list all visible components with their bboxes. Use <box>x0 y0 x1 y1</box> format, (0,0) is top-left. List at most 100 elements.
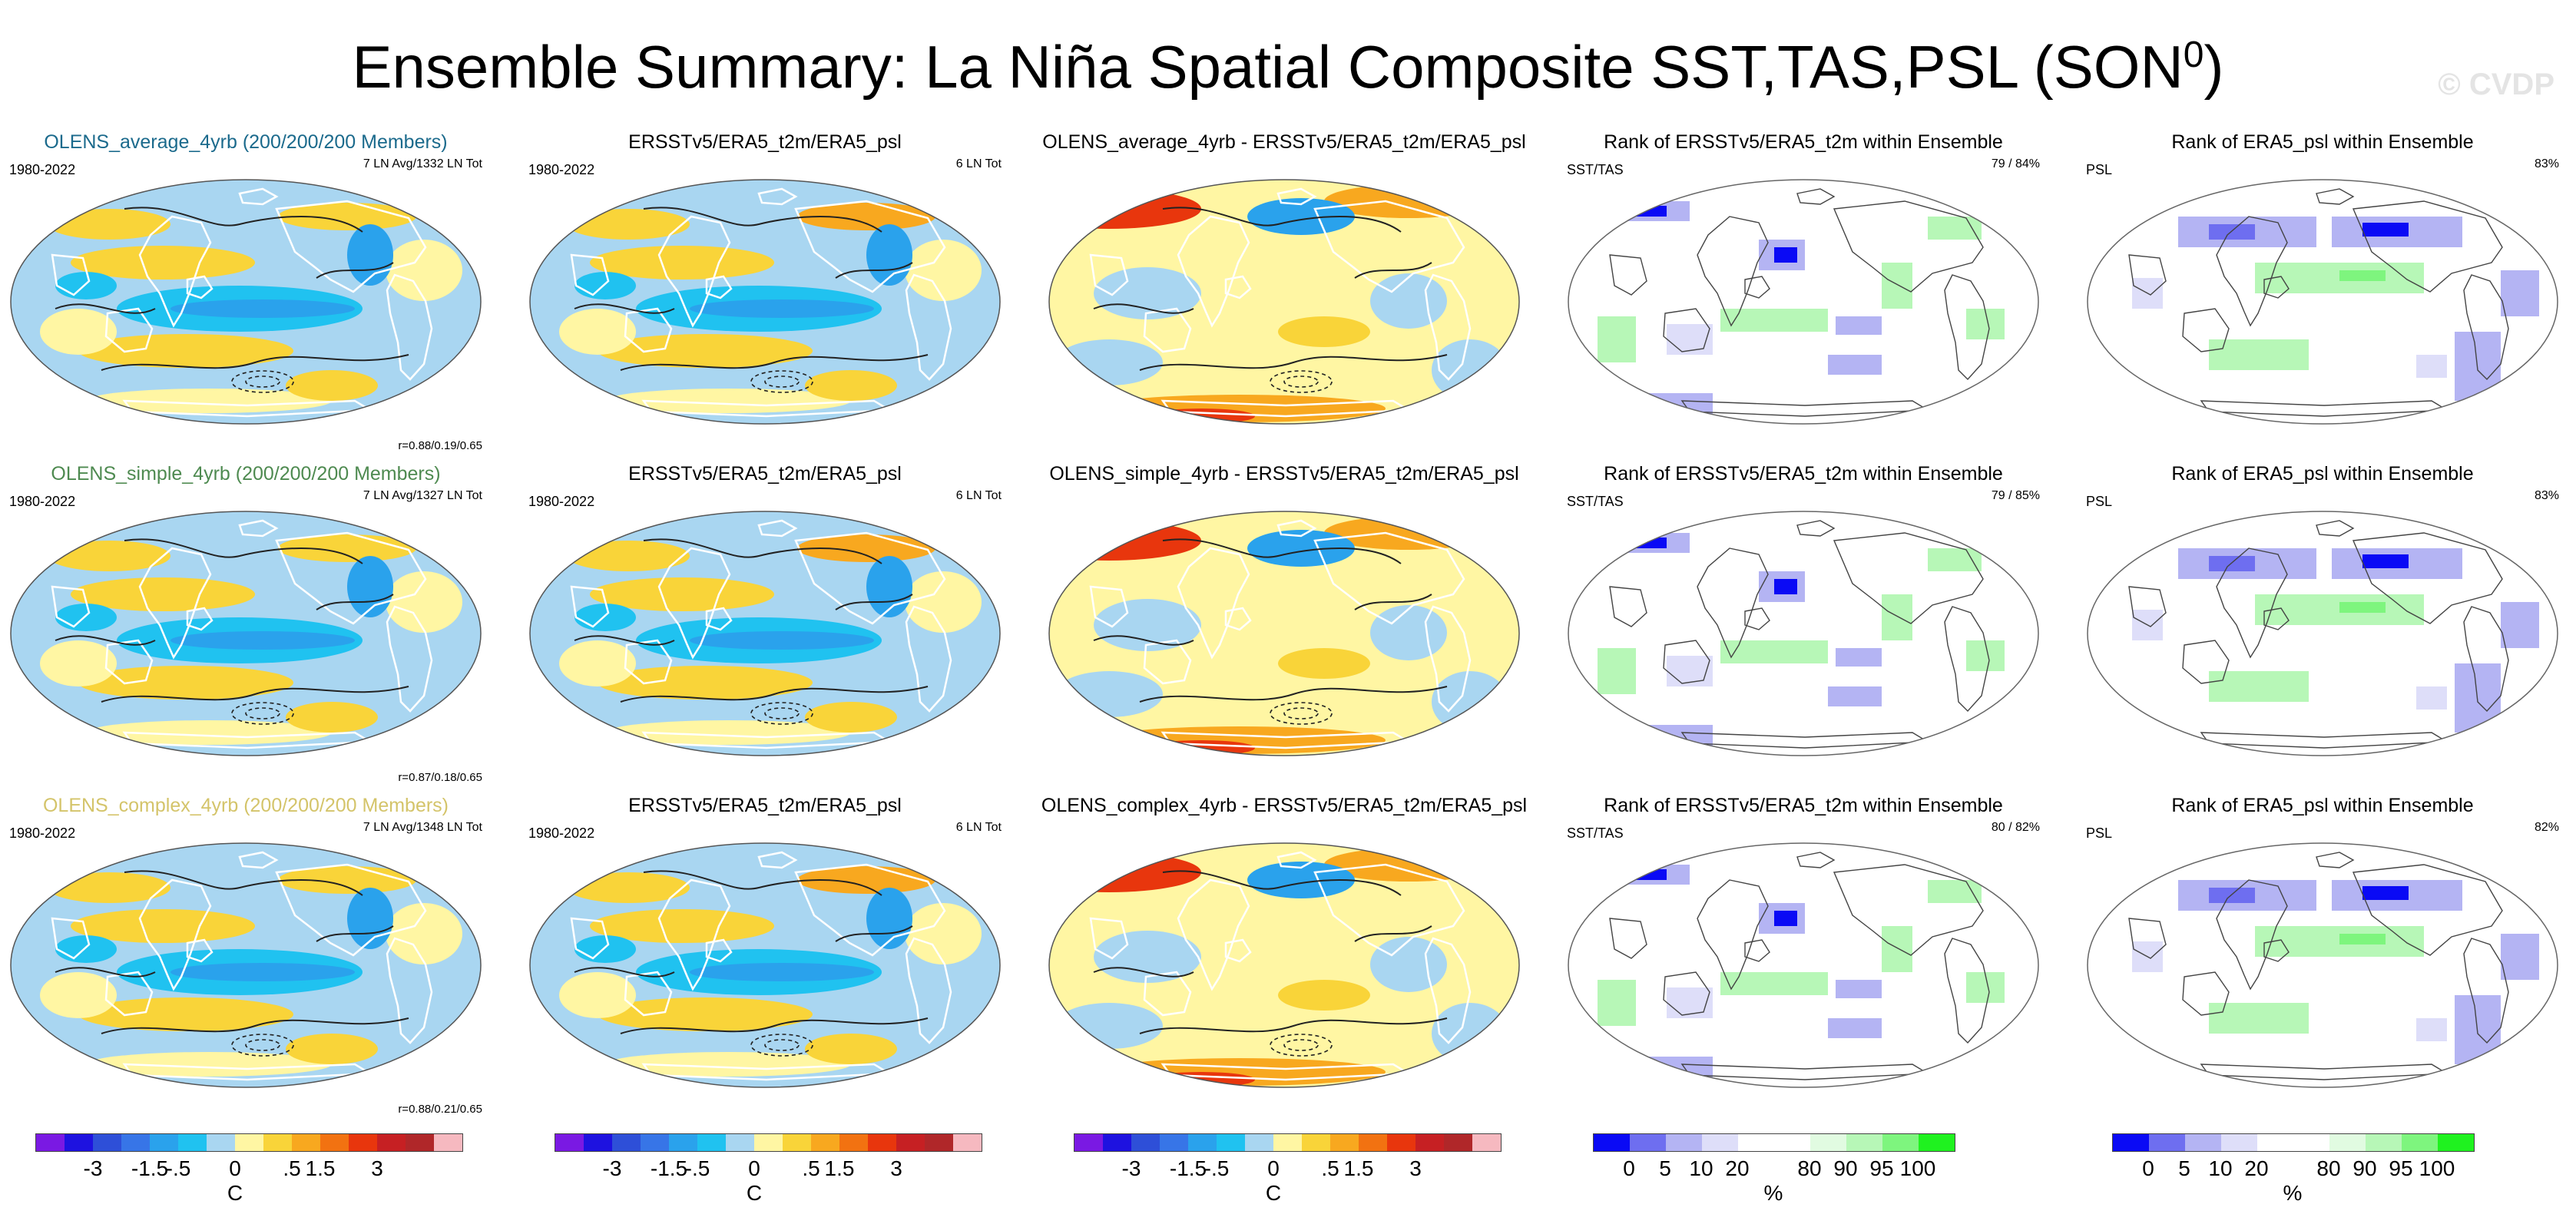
rank-region <box>2362 223 2409 237</box>
anomaly-region <box>574 935 636 963</box>
map-border <box>1048 179 1520 425</box>
panel-title: ERSSTv5/ERA5_t2m/ERA5_psl <box>628 131 902 153</box>
variable-label: SST/TAS <box>1567 494 1624 509</box>
colorbar-swatch <box>2113 1134 2149 1151</box>
map-border <box>2087 842 2558 1088</box>
anomaly-region <box>1194 602 1362 663</box>
rank-region <box>1598 316 1636 362</box>
anomaly-region <box>286 1034 378 1064</box>
anomaly-region <box>905 240 982 301</box>
anomaly-region <box>48 541 171 571</box>
coastline <box>1796 852 1836 868</box>
coastline <box>138 547 212 660</box>
anomaly-region <box>590 577 774 611</box>
psl-contour-negative <box>1283 375 1319 388</box>
colorbar-swatch <box>1245 1134 1273 1151</box>
map-field <box>11 843 481 1087</box>
panel-title: Rank of ERA5_psl within Ensemble <box>2171 463 2474 485</box>
colorbar-swatch <box>2185 1134 2221 1151</box>
difference-map <box>1048 511 1520 756</box>
colorbar-unit-label: C <box>227 1181 243 1205</box>
difference-map <box>1048 842 1520 1088</box>
colorbar-swatch <box>1273 1134 1302 1151</box>
anomaly-region <box>171 963 355 981</box>
anomaly-region <box>1370 273 1447 329</box>
anomaly-region <box>1055 1003 1163 1049</box>
coastline <box>1224 275 1252 299</box>
colorbar-swatch <box>178 1134 207 1151</box>
rank-region <box>1828 1018 1882 1038</box>
coastline <box>1143 307 1192 353</box>
colorbar-tick-label: .5 <box>283 1156 301 1180</box>
rank-region <box>1636 869 1667 880</box>
colorbar-swatch <box>811 1134 839 1151</box>
coastline <box>2463 606 2509 713</box>
coastline <box>1944 606 1990 713</box>
panel-difference: OLENS_average_4yrb - ERSSTv5/ERA5_t2m/ER… <box>1038 131 1530 461</box>
colorbar-swatch <box>584 1134 612 1151</box>
map-field <box>2088 511 2558 756</box>
anomaly-region <box>805 702 897 733</box>
map-border <box>10 842 482 1088</box>
coastline <box>51 585 91 628</box>
coastline <box>1744 276 1770 299</box>
colorbar-swatch <box>697 1134 726 1151</box>
anomaly-region <box>567 209 690 240</box>
colorbar-unit-label: % <box>2283 1181 2303 1205</box>
psl-contour <box>124 207 363 233</box>
map-field <box>1049 843 1519 1087</box>
anomaly-region <box>286 370 378 401</box>
coastline <box>275 531 427 625</box>
colorbar-swatch <box>1302 1134 1330 1151</box>
figure-title: Ensemble Summary: La Niña Spatial Compos… <box>352 33 2224 101</box>
coastline <box>1697 879 1769 991</box>
colorbar-swatch <box>1594 1134 1630 1151</box>
psl-contour <box>101 354 409 371</box>
coastline <box>1796 188 1836 205</box>
psl-contour-negative <box>750 702 813 725</box>
composite-map <box>10 511 482 756</box>
panel-rank-psl: Rank of ERA5_psl within Ensemble PSL 82% <box>2077 794 2568 1124</box>
anomaly-region <box>598 666 813 700</box>
cvdp-watermark: © CVDP <box>2438 68 2554 101</box>
anomaly-region <box>605 1052 851 1077</box>
anomaly-region <box>386 240 462 301</box>
colorbar-swatch <box>2257 1134 2329 1151</box>
anomaly-region <box>574 272 636 299</box>
rank-region <box>1667 324 1713 355</box>
coastline <box>138 878 212 991</box>
coastline <box>705 938 733 963</box>
coastline <box>1944 274 1990 381</box>
colorbar-tick-label: 0 <box>748 1156 760 1180</box>
colorbar-swatches <box>35 1133 463 1152</box>
coastline <box>2263 276 2290 299</box>
colorbar-temperature: -3 -1.5 -.5 0 .5 1.5 3 C <box>555 1133 992 1224</box>
colorbar-tick-label: 95 <box>2389 1156 2413 1180</box>
map-border <box>1048 842 1520 1088</box>
colorbar-tick-label: 10 <box>1689 1156 1713 1180</box>
colorbar-rank: 0 5 10 20 80 90 95 100% <box>2112 1133 2550 1224</box>
coastline <box>1313 200 1465 293</box>
map-field <box>1568 843 2038 1087</box>
colorbar-swatch <box>150 1134 178 1151</box>
colorbar-swatch <box>1882 1134 1919 1151</box>
coastline <box>1089 253 1129 296</box>
coastline <box>186 275 214 299</box>
colorbar-swatch <box>2402 1134 2438 1151</box>
coastline <box>275 200 427 293</box>
coastline <box>1224 607 1252 631</box>
colorbar-swatch <box>2149 1134 2185 1151</box>
rank-region <box>2209 339 2309 370</box>
coastline <box>1143 639 1192 685</box>
rank-region <box>1774 911 1797 926</box>
coastline <box>624 639 673 685</box>
colorbar-swatch <box>1330 1134 1359 1151</box>
anomaly-region <box>86 1052 332 1077</box>
coastline <box>624 307 673 353</box>
anomaly-region <box>1370 605 1447 660</box>
coastline <box>1833 200 1984 293</box>
colorbar-swatch <box>121 1134 150 1151</box>
colorbar-tick-label: -.5 <box>165 1156 191 1180</box>
colorbar-swatch <box>612 1134 641 1151</box>
anomaly-region <box>171 299 355 318</box>
